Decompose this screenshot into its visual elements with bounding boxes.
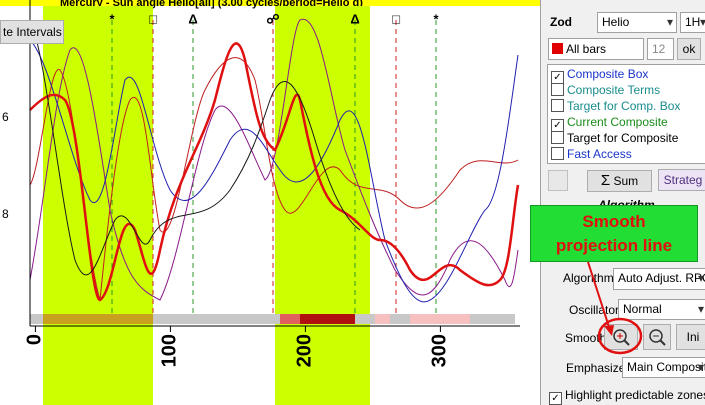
check-item[interactable]: Target for Composite <box>551 131 703 147</box>
init-button[interactable]: Ini <box>676 324 705 350</box>
title-bar <box>0 0 540 6</box>
smooth-in-button[interactable] <box>604 324 638 350</box>
zone-strip <box>30 314 515 324</box>
aspect-symbol: □ <box>392 11 400 26</box>
callout-line: projection line <box>555 236 673 255</box>
aspect-symbol: □ <box>149 11 157 26</box>
ok-button[interactable]: ok <box>677 38 701 60</box>
algorithm-label: Algorithm <box>563 271 614 285</box>
emphasize-label: Emphasize <box>566 361 626 375</box>
y-tick-label: 8 <box>2 207 9 221</box>
chart: Mercury - Sun angle Helio[all] (3.00 cyc… <box>0 0 540 405</box>
check-item[interactable]: ✓ Composite Box <box>551 67 703 84</box>
sigma: Σ <box>600 172 611 189</box>
check-item[interactable]: ✓ Current Composite <box>551 115 703 132</box>
x-tick-label: 100 <box>159 334 181 367</box>
oscillator-label: Oscillator <box>569 303 620 317</box>
checkbox[interactable] <box>551 131 564 144</box>
y-tick-label: 6 <box>2 110 9 124</box>
bars-count[interactable]: 12 <box>647 38 674 60</box>
timeframe-select[interactable]: 1H <box>680 12 705 33</box>
check-item[interactable]: Target for Comp. Box <box>551 99 703 115</box>
color-swatch <box>552 43 563 54</box>
check-list: ✓ Composite Box Composite Terms Target for … <box>547 64 705 164</box>
checkbox[interactable] <box>551 147 564 160</box>
algorithm-select[interactable]: Auto Adjust. RPC <box>613 268 705 290</box>
zone-strip <box>375 314 390 324</box>
zone-strip <box>280 314 310 324</box>
smooth-out-button[interactable] <box>643 324 671 350</box>
aspect-symbol: * <box>433 11 439 26</box>
bars-select-box[interactable] <box>548 38 644 60</box>
zone <box>43 6 153 405</box>
aspect-lines <box>111 20 437 314</box>
check-label: Fast Access <box>567 147 632 161</box>
chart-title: Mercury - Sun angle Helio[all] (3.00 cyc… <box>60 0 363 9</box>
zone-strip <box>410 314 470 324</box>
strategy-button[interactable]: Strateg <box>658 169 705 191</box>
check-label: Target for Composite <box>567 131 679 145</box>
zone <box>275 6 370 405</box>
curves <box>29 18 520 303</box>
highlight-check[interactable]: ✓ Highlight predictable zones <box>549 388 705 405</box>
oscillator-select[interactable]: Normal <box>618 299 705 320</box>
check-label: Composite Box <box>567 67 649 81</box>
zone-strip <box>300 314 355 324</box>
check-label: Current Composite <box>567 115 668 129</box>
checkbox[interactable]: ✓ <box>549 392 562 405</box>
aspect-symbol: ☍ <box>266 11 279 26</box>
checkbox[interactable] <box>551 99 564 112</box>
small-button[interactable] <box>548 170 568 191</box>
check-item[interactable]: Fast Access <box>551 147 703 163</box>
aspect-symbol: * <box>109 11 115 26</box>
bars-select[interactable]: All bars <box>566 42 607 56</box>
emphasize-select[interactable]: Main Composite <box>622 357 705 378</box>
callout-line: Smooth <box>582 212 646 231</box>
zoom-in-icon <box>613 329 630 346</box>
x-tick-label: 0 <box>24 334 46 345</box>
smooth-label: Smooth <box>565 331 607 345</box>
aspect-symbol: Δ <box>350 11 359 26</box>
intervals-button[interactable]: te Intervals <box>0 20 64 44</box>
checkbox[interactable] <box>551 83 564 96</box>
check-label: Composite Terms <box>567 83 661 97</box>
check-label: Target for Comp. Box <box>567 99 681 113</box>
x-tick-label: 200 <box>294 334 316 367</box>
check-item[interactable]: Composite Terms <box>551 83 703 99</box>
zod-select[interactable]: Helio <box>597 12 677 33</box>
highlight-text: Highlight predictable zones <box>565 388 705 402</box>
zod-label: Zod <box>550 15 572 29</box>
zone-strip <box>43 314 153 324</box>
sum-text: Sum <box>613 174 639 188</box>
callout: Smooth projection line <box>530 205 698 262</box>
zoom-out-icon <box>649 329 666 346</box>
x-tick-label: 300 <box>429 334 451 367</box>
aspect-symbol: Δ <box>188 11 197 26</box>
sum-button[interactable]: Σ Sum <box>587 170 652 192</box>
